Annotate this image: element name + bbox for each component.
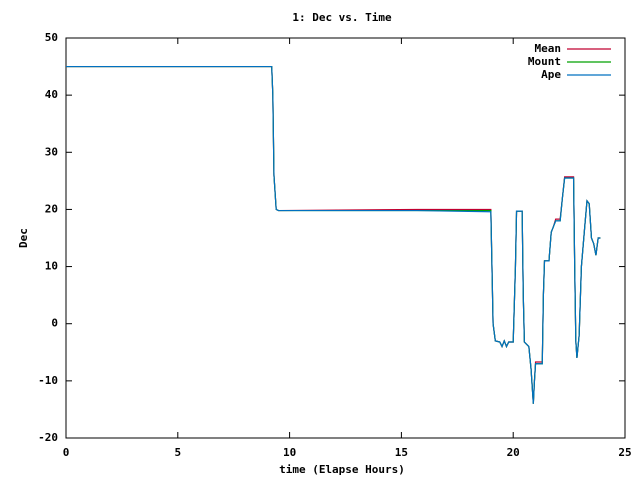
x-axis-label: time (Elapse Hours) xyxy=(279,463,405,476)
y-axis-label: Dec xyxy=(17,228,30,248)
y-tick-label: 30 xyxy=(45,145,58,158)
legend-label: Mean xyxy=(535,42,562,55)
x-tick-label: 0 xyxy=(63,446,70,459)
chart-title: 1: Dec vs. Time xyxy=(292,11,392,24)
y-tick-label: 20 xyxy=(45,202,58,215)
legend-label: Mount xyxy=(528,55,561,68)
y-tick-label: 40 xyxy=(45,88,58,101)
legend-label: Ape xyxy=(541,68,561,81)
y-tick-label: 50 xyxy=(45,31,58,44)
x-tick-label: 25 xyxy=(618,446,631,459)
y-tick-label: 0 xyxy=(51,317,58,330)
plot-border xyxy=(65,37,626,439)
y-tick-label: -10 xyxy=(38,374,58,387)
x-tick-label: 15 xyxy=(395,446,408,459)
x-tick-label: 10 xyxy=(283,446,296,459)
y-tick-label: -20 xyxy=(38,431,58,444)
x-tick-label: 5 xyxy=(174,446,181,459)
y-tick-label: 10 xyxy=(45,260,58,273)
series-line xyxy=(66,65,601,404)
x-tick-label: 20 xyxy=(507,446,520,459)
